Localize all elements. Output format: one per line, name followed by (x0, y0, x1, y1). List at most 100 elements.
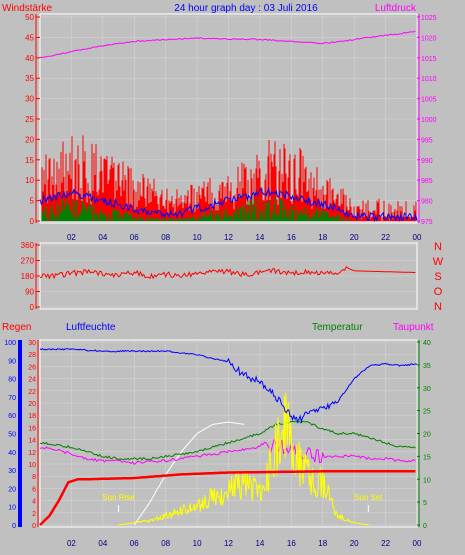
weather-x-tick-label: 10 (193, 539, 202, 548)
wind-tick-label: 30 (25, 95, 34, 104)
weather-x-tick-label: 04 (98, 539, 107, 548)
average-wind-line (39, 186, 418, 223)
sunrise-label: Sun Rise (102, 493, 135, 502)
rain-tick-label: 24 (28, 377, 36, 384)
rain-tick-label: 30 (28, 340, 36, 347)
pressure-tick-label: 1020 (421, 35, 437, 42)
pressure-tick-label: 1015 (421, 56, 437, 63)
weather-x-tick-label: 16 (287, 539, 296, 548)
wind-series (39, 30, 418, 223)
weather-series: Sun Rise Sun Set (39, 347, 418, 526)
compass-label: O (434, 286, 443, 298)
rain-tick-label: 10 (28, 462, 36, 469)
wind-x-tick-label: 04 (98, 233, 107, 242)
panel-weather: Sun Rise Sun Set 024681012141618202224262… (4, 339, 431, 548)
wind-x-tick-label: 06 (130, 233, 139, 242)
humidity-label: Luftfeuchte (66, 322, 116, 333)
wind-tick-label: 5 (30, 197, 35, 206)
temperature-tick-label: 0 (423, 523, 427, 530)
rain-tick-label: 6 (32, 486, 36, 493)
temperature-tick-label: 5 (423, 500, 427, 507)
wind-tick-label: 10 (25, 176, 34, 185)
pressure-tick-label: 985 (421, 178, 433, 185)
humidity-tick-label: 40 (8, 450, 16, 457)
wind-x-tick-label: 16 (287, 233, 296, 242)
pressure-tick-label: 995 (421, 137, 433, 144)
direction-line (39, 266, 416, 280)
humidity-tick-label: 20 (8, 486, 16, 493)
dewpoint-label: Taupunkt (393, 322, 434, 333)
temperature-tick-label: 35 (423, 363, 431, 370)
rain-tick-label: 18 (28, 413, 36, 420)
chart-title: 24 hour graph day : 03 Juli 2016 (174, 3, 318, 14)
pressure-tick-label: 1010 (421, 76, 437, 83)
wind-x-tick-label: 22 (381, 233, 390, 242)
rain-line (39, 470, 416, 526)
direction-tick-label: 360 (21, 241, 35, 250)
weather-x-tick-label: 20 (350, 539, 359, 548)
wind-tick-label: 0 (30, 217, 35, 226)
humidity-tick-label: 90 (8, 358, 16, 365)
humidity-tick-label: 80 (8, 377, 16, 384)
humidity-tick-label: 0 (12, 523, 16, 530)
humidity-tick-label: 70 (8, 395, 16, 402)
rain-tick-label: 0 (32, 523, 36, 530)
wind-x-tick-label: 20 (350, 233, 359, 242)
weather-x-tick-label: 12 (224, 539, 233, 548)
weather-axes: 0246810121416182022242628300102030405060… (4, 340, 431, 548)
weather-grid (40, 340, 418, 527)
compass-label: S (434, 271, 441, 283)
wind-x-tick-label: 02 (67, 233, 76, 242)
wind-tick-label: 25 (25, 115, 34, 124)
wind-tick-label: 40 (25, 54, 34, 63)
pressure-tick-label: 975 (421, 219, 433, 226)
dewpoint-line (39, 438, 416, 465)
rain-tick-label: 16 (28, 425, 36, 432)
pressure-line (39, 30, 416, 59)
temperature-label: Temperatur (312, 322, 363, 333)
sunset-label: Sun Set (354, 493, 383, 502)
weather-x-tick-label: 14 (255, 539, 264, 548)
humidity-axis-bar (18, 340, 22, 527)
direction-tick-label: 270 (21, 257, 35, 266)
pressure-tick-label: 1025 (421, 15, 437, 22)
rain-tick-label: 4 (32, 499, 36, 506)
rain-tick-label: 2 (32, 511, 36, 518)
direction-tick-label: 0 (30, 303, 35, 312)
direction-grid (40, 244, 417, 308)
temperature-tick-label: 15 (423, 454, 431, 461)
wind-tick-label: 20 (25, 135, 34, 144)
weather-x-tick-label: 06 (130, 539, 139, 548)
rain-tick-label: 14 (28, 438, 36, 445)
pressure-tick-label: 1005 (421, 97, 437, 104)
compass-label: N (434, 241, 442, 253)
rain-tick-label: 8 (32, 474, 36, 481)
humidity-tick-label: 100 (4, 340, 16, 347)
weather-x-tick-label: 02 (67, 539, 76, 548)
temperature-tick-label: 25 (423, 409, 431, 416)
compass-label: W (433, 256, 444, 268)
wind-x-tick-label: 10 (193, 233, 202, 242)
wind-x-tick-label: 14 (255, 233, 264, 242)
temperature-tick-label: 40 (423, 340, 431, 347)
humidity-line (39, 347, 418, 424)
wind-tick-label: 35 (25, 74, 34, 83)
wind-tick-label: 50 (25, 13, 34, 22)
uv-line (133, 421, 245, 526)
pressure-tick-label: 980 (421, 199, 433, 206)
wind-x-tick-label: 08 (161, 233, 170, 242)
weather-x-tick-label: 22 (381, 539, 390, 548)
wind-axes: 0510152025303540455097598098599099510001… (25, 13, 437, 242)
temperature-tick-label: 20 (423, 432, 431, 439)
pressure-tick-label: 990 (421, 158, 433, 165)
rain-tick-label: 26 (28, 364, 36, 371)
rain-tick-label: 28 (28, 352, 36, 359)
direction-series (39, 266, 416, 280)
compass-label: N (434, 301, 442, 313)
wind-x-tick-label: 00 (413, 233, 422, 242)
temperature-tick-label: 10 (423, 477, 431, 484)
direction-tick-label: 90 (25, 288, 34, 297)
humidity-tick-label: 50 (8, 432, 16, 439)
wind-x-tick-label: 18 (318, 233, 327, 242)
